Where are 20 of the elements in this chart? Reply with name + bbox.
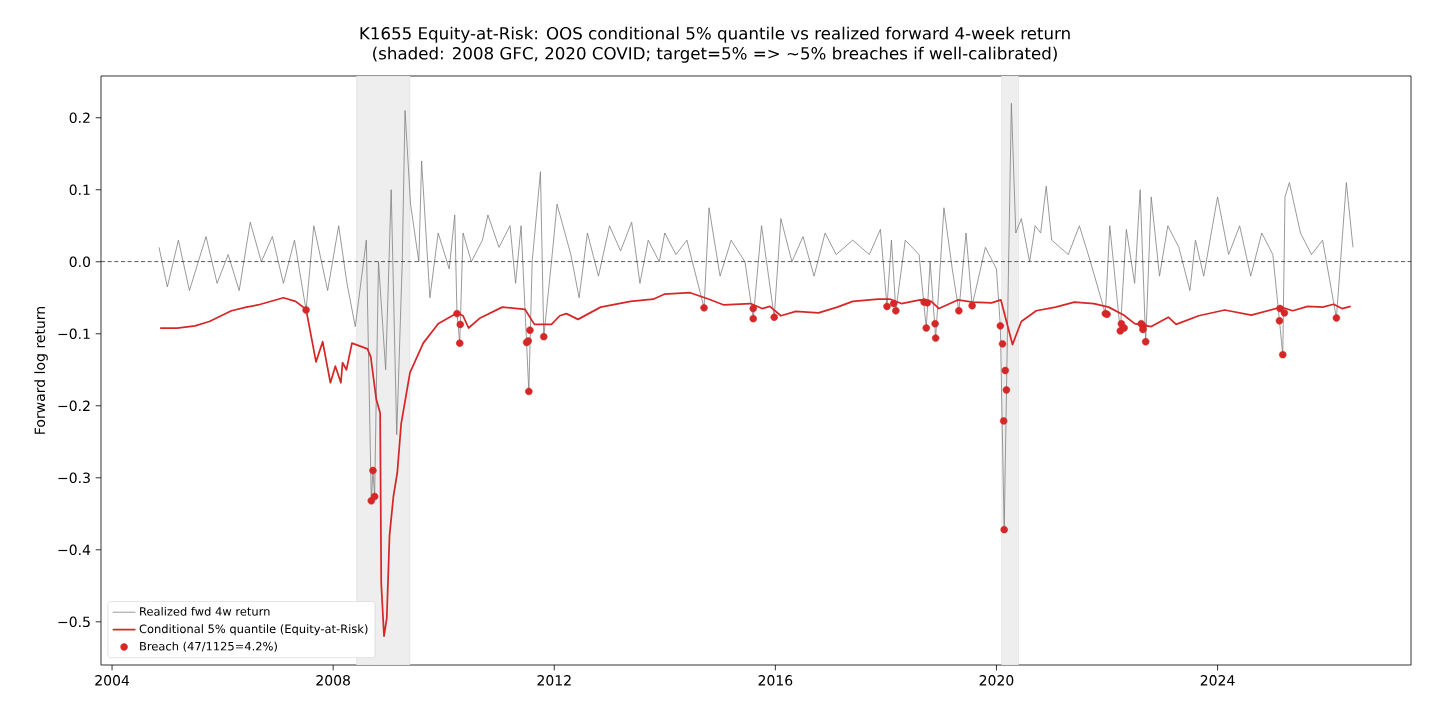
y-tick-label: −0.5 xyxy=(58,616,90,628)
x-tick-label: 2008 xyxy=(316,675,350,686)
y-tick-label: 0.2 xyxy=(69,112,90,124)
legend-label: Conditional 5% quantile (Equity-at-Risk) xyxy=(139,624,368,636)
y-tick-label: −0.1 xyxy=(58,328,90,340)
x-tick-label: 2016 xyxy=(758,675,793,686)
chart-title: K1655 Equity-at-Risk: OOS conditional 5% quantile vs realized forward 4-week return xyxy=(360,26,1070,43)
x-tick-label: 2020 xyxy=(979,675,1014,686)
x-tick-label: 2012 xyxy=(537,675,571,686)
legend-label: Breach (47/1125=4.2%) xyxy=(140,641,277,652)
x-tick-label: 2024 xyxy=(1200,675,1235,686)
y-tick-label: 0.1 xyxy=(69,184,90,196)
y-axis-title: Forward log return xyxy=(34,307,48,434)
y-tick-label: 0.0 xyxy=(69,256,91,268)
y-tick-label: −0.4 xyxy=(58,544,91,556)
chart-subtitle: (shaded: 2008 GFC, 2020 COVID; target=5% => ~5% breaches if well-calibrated) xyxy=(373,46,1057,63)
y-tick-label: −0.3 xyxy=(58,472,90,484)
y-tick-label: −0.2 xyxy=(58,400,90,412)
legend-label: Realized fwd 4w return xyxy=(140,606,270,616)
x-tick-label: 2004 xyxy=(95,675,130,686)
